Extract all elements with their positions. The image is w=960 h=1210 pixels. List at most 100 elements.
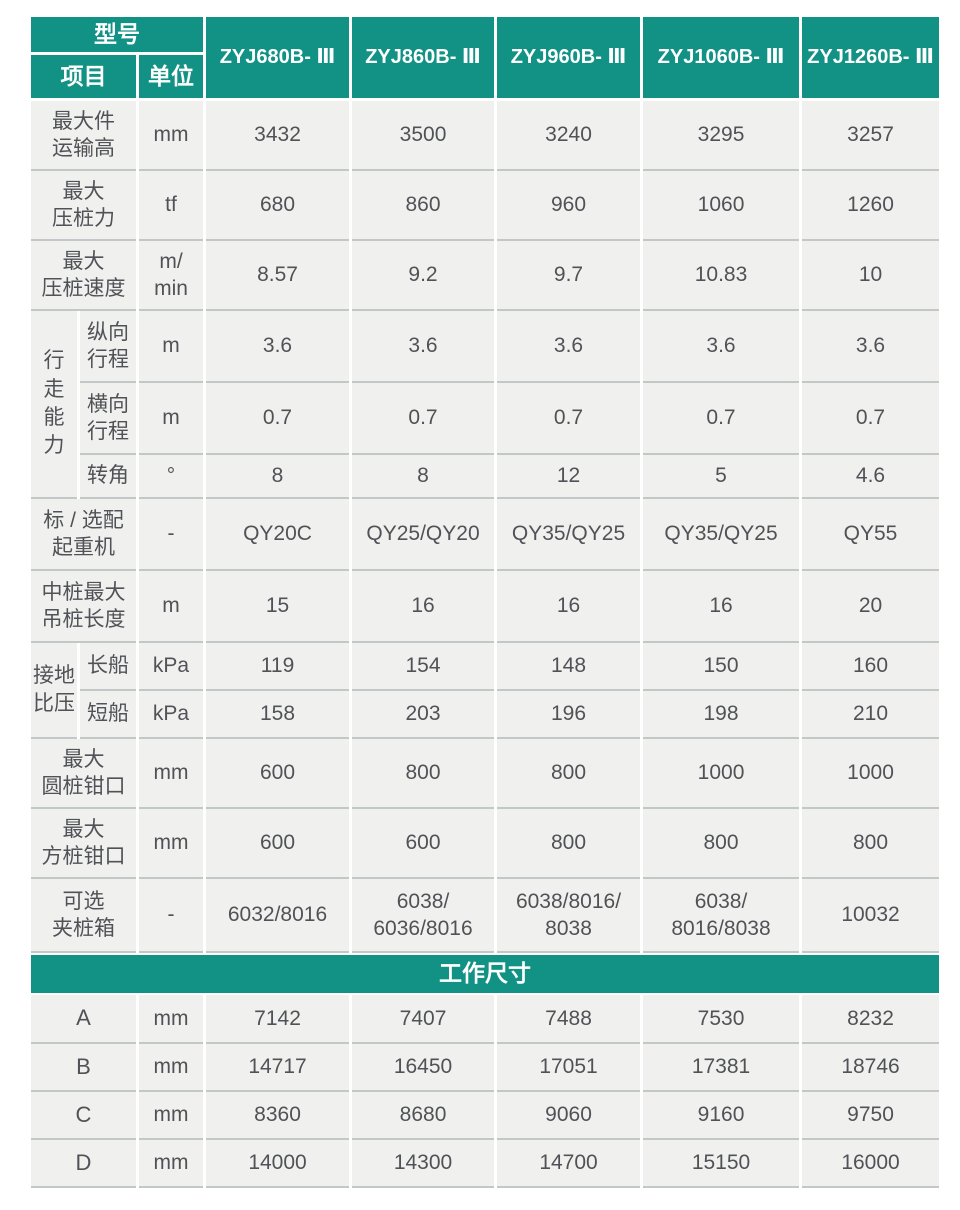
spec-value: 6038/8016/ 8038 bbox=[497, 879, 641, 953]
spec-value: 8.57 bbox=[206, 241, 350, 311]
row-unit: mm bbox=[139, 739, 204, 809]
table-row: B mm 14717 16450 17051 17381 18746 bbox=[31, 1044, 940, 1092]
spec-value: 3.6 bbox=[802, 311, 940, 383]
table-row: 最大 压桩速度 m/ min 8.57 9.2 9.7 10.83 10 bbox=[31, 241, 940, 311]
spec-value: 14000 bbox=[206, 1140, 350, 1188]
spec-value: 1000 bbox=[643, 739, 800, 809]
spec-value: 3257 bbox=[802, 101, 940, 171]
spec-value: 12 bbox=[497, 455, 641, 499]
spec-value: 3295 bbox=[643, 101, 800, 171]
group-label-ground-pressure: 接地 比压 bbox=[31, 643, 77, 739]
row-unit: mm bbox=[139, 101, 204, 171]
row-label: 可选 夹桩箱 bbox=[31, 879, 136, 953]
spec-value: 16 bbox=[643, 571, 800, 643]
spec-value: 600 bbox=[206, 739, 350, 809]
spec-value: 7407 bbox=[352, 995, 495, 1044]
spec-value: 0.7 bbox=[802, 383, 940, 455]
header-row-model: 型号 ZYJ680B- Ⅲ ZYJ860B- Ⅲ ZYJ960B- Ⅲ ZYJ1… bbox=[31, 17, 940, 101]
table-row: 最大 压桩力 tf 680 860 960 1060 1260 bbox=[31, 171, 940, 241]
spec-value: 10 bbox=[802, 241, 940, 311]
row-unit: mm bbox=[139, 809, 204, 879]
row-label: 长船 bbox=[80, 643, 136, 691]
spec-value: QY25/QY20 bbox=[352, 499, 495, 571]
group-label-walking: 行 走 能 力 bbox=[31, 311, 77, 499]
row-label: 最大 压桩力 bbox=[31, 171, 136, 241]
item-header: 项目 bbox=[31, 55, 136, 101]
row-unit: m bbox=[139, 383, 204, 455]
spec-value: 14300 bbox=[352, 1140, 495, 1188]
spec-value: 5 bbox=[643, 455, 800, 499]
spec-value: 680 bbox=[206, 171, 350, 241]
row-unit: m bbox=[139, 571, 204, 643]
table-row: 最大 方桩钳口 mm 600 600 800 800 800 bbox=[31, 809, 940, 879]
table-row: C mm 8360 8680 9060 9160 9750 bbox=[31, 1092, 940, 1140]
table-row: 行 走 能 力 纵向 行程 m 3.6 3.6 3.6 3.6 3.6 bbox=[31, 311, 940, 499]
spec-value: 3500 bbox=[352, 101, 495, 171]
spec-value: 4.6 bbox=[802, 455, 940, 499]
table-row: 短船 kPa 158 203 196 198 210 bbox=[31, 691, 940, 739]
spec-value: 0.7 bbox=[643, 383, 800, 455]
spec-value: 17381 bbox=[643, 1044, 800, 1092]
row-label: 转角 bbox=[80, 455, 136, 499]
spec-value: 14717 bbox=[206, 1044, 350, 1092]
spec-value: 3.6 bbox=[643, 311, 800, 383]
row-unit: m bbox=[139, 311, 204, 383]
spec-value: 20 bbox=[802, 571, 940, 643]
row-unit: - bbox=[139, 879, 204, 953]
spec-value: 800 bbox=[352, 739, 495, 809]
spec-value: 196 bbox=[497, 691, 641, 739]
row-unit: mm bbox=[139, 1044, 204, 1092]
section-banner-row: 工作尺寸 bbox=[31, 953, 940, 995]
row-label: D bbox=[31, 1140, 136, 1188]
spec-value: 9160 bbox=[643, 1092, 800, 1140]
spec-value: 16 bbox=[497, 571, 641, 643]
spec-value: 9750 bbox=[802, 1092, 940, 1140]
row-label: 最大 压桩速度 bbox=[31, 241, 136, 311]
row-label: 纵向 行程 bbox=[80, 311, 136, 383]
table-row: A mm 7142 7407 7488 7530 8232 bbox=[31, 995, 940, 1044]
spec-value: 18746 bbox=[802, 1044, 940, 1092]
spec-value: QY20C bbox=[206, 499, 350, 571]
spec-value: 9060 bbox=[497, 1092, 641, 1140]
row-unit: - bbox=[139, 499, 204, 571]
spec-value: 7488 bbox=[497, 995, 641, 1044]
spec-value: 3.6 bbox=[352, 311, 495, 383]
row-label: 最大 方桩钳口 bbox=[31, 809, 136, 879]
spec-value: 7530 bbox=[643, 995, 800, 1044]
row-unit: mm bbox=[139, 995, 204, 1044]
spec-value: QY35/QY25 bbox=[643, 499, 800, 571]
spec-value: 1060 bbox=[643, 171, 800, 241]
model-column-header: ZYJ680B- Ⅲ bbox=[206, 17, 350, 101]
row-label: 横向 行程 bbox=[80, 383, 136, 455]
model-column-header: ZYJ860B- Ⅲ bbox=[352, 17, 495, 101]
row-label: 最大件 运输高 bbox=[31, 101, 136, 171]
spec-value: 158 bbox=[206, 691, 350, 739]
spec-value: 16450 bbox=[352, 1044, 495, 1092]
row-unit: mm bbox=[139, 1092, 204, 1140]
spec-value: 8 bbox=[206, 455, 350, 499]
spec-value: 15 bbox=[206, 571, 350, 643]
model-header: 型号 bbox=[31, 17, 204, 55]
table-row: 最大件 运输高 mm 3432 3500 3240 3295 3257 bbox=[31, 101, 940, 171]
section-title-working-dimensions: 工作尺寸 bbox=[31, 953, 940, 995]
spec-value: 7142 bbox=[206, 995, 350, 1044]
model-column-header: ZYJ1260B- Ⅲ bbox=[802, 17, 940, 101]
spec-value: 800 bbox=[802, 809, 940, 879]
row-unit: m/ min bbox=[139, 241, 204, 311]
spec-value: 3.6 bbox=[206, 311, 350, 383]
table-row: 标 / 选配 起重机 - QY20C QY25/QY20 QY35/QY25 Q… bbox=[31, 499, 940, 571]
spec-value: 800 bbox=[497, 809, 641, 879]
row-unit: tf bbox=[139, 171, 204, 241]
spec-value: 600 bbox=[206, 809, 350, 879]
table-row: 转角 ° 8 8 12 5 4.6 bbox=[31, 455, 940, 499]
spec-value: 800 bbox=[497, 739, 641, 809]
table-row: 最大 圆桩钳口 mm 600 800 800 1000 1000 bbox=[31, 739, 940, 809]
spec-value: 16 bbox=[352, 571, 495, 643]
spec-value: 210 bbox=[802, 691, 940, 739]
spec-value: 148 bbox=[497, 643, 641, 691]
table-row: D mm 14000 14300 14700 15150 16000 bbox=[31, 1140, 940, 1188]
spec-value: 150 bbox=[643, 643, 800, 691]
row-label: 中桩最大 吊桩长度 bbox=[31, 571, 136, 643]
spec-value: 6038/ 8016/8038 bbox=[643, 879, 800, 953]
